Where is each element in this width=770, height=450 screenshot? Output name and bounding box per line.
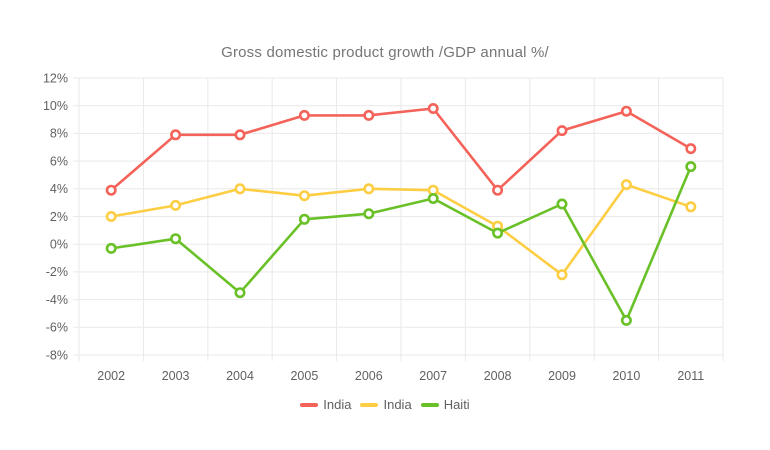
- data-point-india-2002: [105, 184, 117, 196]
- data-point-haiti-2002: [105, 242, 117, 254]
- chart-legend: India India Haiti: [0, 397, 770, 412]
- legend-label: India: [323, 397, 352, 412]
- legend-swatch-india: [300, 402, 319, 407]
- x-axis-label: 2003: [162, 369, 190, 383]
- x-axis-label: 2009: [548, 369, 576, 383]
- data-point-india-2011: [685, 201, 697, 213]
- series-line-1-india: [109, 183, 693, 277]
- data-point-haiti-2007: [427, 193, 439, 205]
- data-point-india-2005: [298, 109, 310, 121]
- data-point-india-2009: [556, 125, 568, 137]
- x-axis-label: 2006: [355, 369, 383, 383]
- data-point-india-2003: [170, 199, 182, 211]
- data-point-india-2011: [685, 143, 697, 155]
- x-axis-label: 2005: [290, 369, 318, 383]
- y-axis-label: 6%: [50, 154, 68, 168]
- y-axis-label: 2%: [50, 210, 68, 224]
- y-axis-label: 0%: [50, 238, 68, 252]
- x-axis-label: 2002: [97, 369, 125, 383]
- x-axis-label: 2010: [612, 369, 640, 383]
- legend-swatch-india: [360, 402, 379, 407]
- data-point-india-2006: [363, 109, 375, 121]
- legend-item-2-haiti[interactable]: Haiti: [420, 397, 470, 412]
- x-axis-label: 2004: [226, 369, 254, 383]
- legend-label: Haiti: [443, 397, 470, 412]
- data-point-india-2004: [234, 183, 246, 195]
- y-axis-label: -4%: [46, 293, 68, 307]
- data-point-haiti-2011: [685, 161, 697, 173]
- data-point-india-2002: [105, 211, 117, 223]
- y-axis-label: 10%: [43, 99, 68, 113]
- data-point-india-2010: [620, 179, 632, 191]
- data-point-india-2009: [556, 269, 568, 281]
- data-point-india-2007: [427, 103, 439, 115]
- legend-label: India: [383, 397, 412, 412]
- data-point-haiti-2008: [492, 227, 504, 239]
- data-point-haiti-2009: [556, 198, 568, 210]
- x-axis-label: 2007: [419, 369, 447, 383]
- data-point-haiti-2006: [363, 208, 375, 220]
- data-point-india-2004: [234, 129, 246, 141]
- data-point-india-2003: [170, 129, 182, 141]
- data-point-haiti-2003: [170, 233, 182, 245]
- y-axis-label: -6%: [46, 321, 68, 335]
- y-axis-label: 8%: [50, 127, 68, 141]
- y-axis-label: 4%: [50, 182, 68, 196]
- data-point-haiti-2004: [234, 287, 246, 299]
- y-axis-label: -2%: [46, 265, 68, 279]
- legend-item-0-india[interactable]: India: [300, 397, 351, 412]
- data-point-india-2006: [363, 183, 375, 195]
- y-axis-label: 12%: [43, 71, 68, 85]
- series-line-2-haiti: [109, 165, 693, 322]
- legend-item-1-india[interactable]: India: [360, 397, 412, 412]
- y-axis-label: -8%: [46, 348, 68, 362]
- chart-title: Gross domestic product growth /GDP annua…: [221, 44, 549, 61]
- legend-swatch-haiti: [420, 402, 439, 407]
- data-point-haiti-2010: [620, 314, 632, 326]
- series-line-0-india: [109, 107, 693, 192]
- data-point-india-2005: [298, 190, 310, 202]
- x-axis-label: 2011: [677, 369, 704, 383]
- data-point-india-2008: [492, 184, 504, 196]
- data-point-haiti-2005: [298, 213, 310, 225]
- x-axis-label: 2008: [484, 369, 512, 383]
- data-point-india-2010: [620, 105, 632, 117]
